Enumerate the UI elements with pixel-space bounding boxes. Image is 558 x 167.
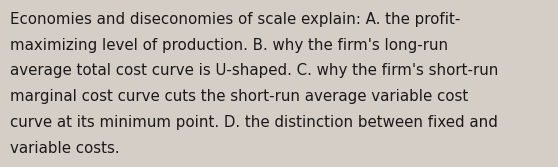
Text: Economies and diseconomies of scale explain: A. the profit-: Economies and diseconomies of scale expl… <box>10 12 460 27</box>
Text: variable costs.: variable costs. <box>10 141 119 156</box>
Text: curve at its minimum point. D. the distinction between fixed and: curve at its minimum point. D. the disti… <box>10 115 498 130</box>
Text: maximizing level of production. B. why the firm's long-run: maximizing level of production. B. why t… <box>10 38 448 53</box>
Text: average total cost curve is U-shaped. C. why the firm's short-run: average total cost curve is U-shaped. C.… <box>10 63 498 78</box>
Text: marginal cost curve cuts the short-run average variable cost: marginal cost curve cuts the short-run a… <box>10 89 468 104</box>
